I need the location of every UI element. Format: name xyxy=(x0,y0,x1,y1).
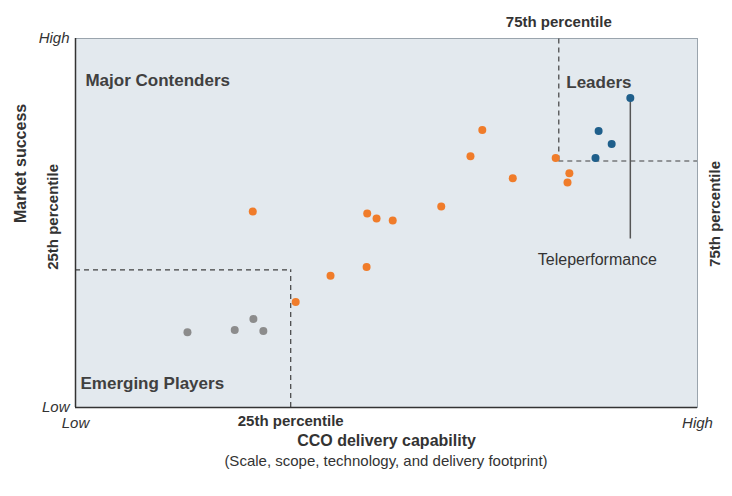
svg-text:Low: Low xyxy=(42,398,71,415)
svg-text:75th percentile: 75th percentile xyxy=(506,13,612,30)
svg-text:High: High xyxy=(39,29,70,46)
svg-text:Major Contenders: Major Contenders xyxy=(85,71,230,90)
svg-text:25th percentile: 25th percentile xyxy=(44,164,61,270)
svg-text:Teleperformance: Teleperformance xyxy=(538,251,657,268)
svg-text:Market success: Market success xyxy=(12,104,29,223)
svg-text:Low: Low xyxy=(62,414,91,431)
svg-text:CCO delivery capability: CCO delivery capability xyxy=(297,432,476,449)
svg-text:75th percentile: 75th percentile xyxy=(706,161,723,267)
svg-text:25th percentile: 25th percentile xyxy=(238,412,344,429)
svg-text:Leaders: Leaders xyxy=(566,73,631,92)
html-text:(Scale, scope, technology, and: (Scale, scope, technology, and delivery … xyxy=(224,452,548,469)
svg-text:Emerging Players: Emerging Players xyxy=(80,374,224,393)
svg-text:High: High xyxy=(682,414,713,431)
